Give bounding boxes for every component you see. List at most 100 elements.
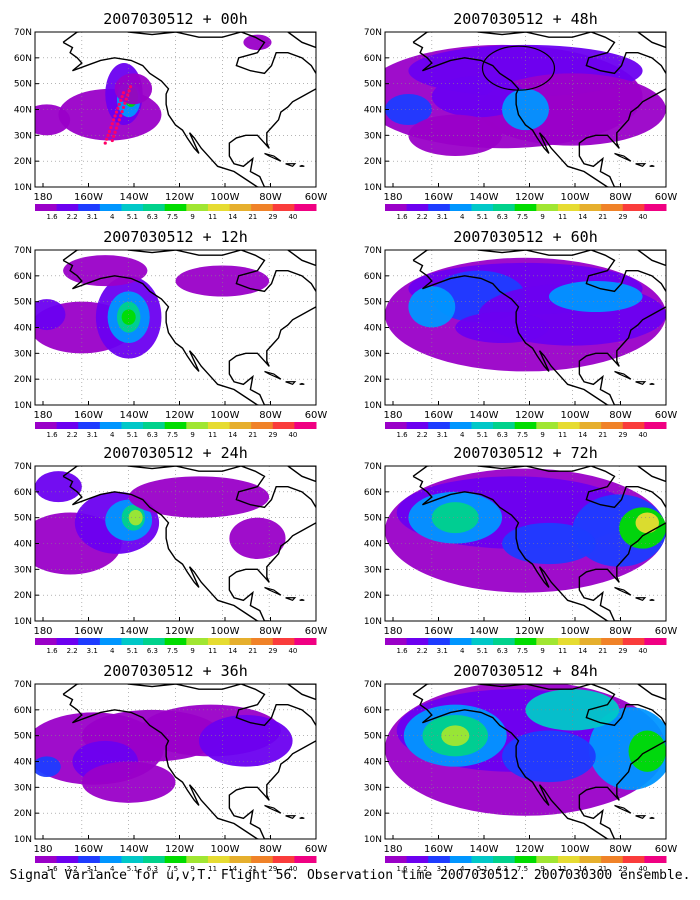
colorbar-swatch (385, 638, 408, 645)
colorbar-label: 21 (248, 213, 257, 221)
lon-label: 180 (33, 410, 52, 421)
colorbar-swatch (251, 204, 274, 211)
colorbar-label: 21 (598, 431, 607, 439)
colorbar-swatch (385, 422, 408, 429)
colorbar-swatch (601, 856, 624, 863)
lat-label: 20N (14, 375, 32, 385)
colorbar-label: 3.1 (437, 213, 448, 221)
map-area (385, 466, 666, 621)
flight-track-point (116, 106, 120, 110)
variance-shading (198, 715, 293, 767)
lat-label: 20N (14, 591, 32, 601)
lon-label: 180 (33, 626, 52, 637)
colorbar-swatch (35, 204, 58, 211)
island-outline (649, 598, 655, 601)
island-outline (649, 816, 655, 819)
coastline (287, 466, 316, 483)
lon-label: 160W (74, 844, 103, 855)
coastline (62, 466, 316, 621)
lat-label: 40N (14, 758, 32, 768)
colorbar-swatch (99, 422, 122, 429)
panel-title: 2007030512 + 60h (453, 228, 598, 246)
colorbar-swatch (251, 422, 274, 429)
colorbar-swatch (207, 204, 231, 211)
lat-label: 70N (364, 28, 382, 38)
variance-shading (128, 476, 270, 518)
colorbar-swatch (471, 856, 494, 863)
colorbar-label: 40 (638, 647, 647, 655)
lat-label: 20N (14, 157, 32, 167)
island-outline (264, 586, 282, 596)
colorbar-swatch (493, 856, 516, 863)
lat-label: 10N (364, 183, 382, 193)
colorbar-label: 6.3 (497, 647, 508, 655)
variance-shading (441, 725, 470, 746)
colorbar-swatch (186, 422, 209, 429)
colorbar-label: 21 (598, 213, 607, 221)
colorbar-label: 2.2 (417, 431, 428, 439)
colorbar-swatch (449, 638, 472, 645)
colorbar-label: 29 (268, 647, 277, 655)
colorbar-swatch (622, 422, 645, 429)
lon-label: 120W (515, 192, 544, 203)
colorbar-swatch (78, 856, 101, 863)
coastline (412, 466, 666, 621)
colorbar-label: 5.1 (477, 213, 488, 221)
island-outline (649, 382, 655, 385)
colorbar-swatch (579, 638, 602, 645)
lon-label: 60W (305, 192, 328, 203)
variance-shading (114, 73, 153, 105)
lat-label: 60N (364, 272, 382, 282)
lat-label: 50N (14, 732, 32, 742)
colorbar-label: 4 (460, 431, 465, 439)
colorbar-label: 14 (578, 865, 587, 873)
variance-shading (243, 34, 272, 51)
lon-label: 180 (383, 844, 402, 855)
lat-label: 50N (364, 514, 382, 524)
colorbar-swatch (251, 856, 274, 863)
colorbar-swatch (121, 204, 144, 211)
lon-label: 140W (470, 626, 499, 637)
colorbar-label: 1.6 (47, 431, 59, 439)
colorbar-swatch (579, 204, 602, 211)
lon-label: 60W (305, 626, 328, 637)
colorbar-swatch (294, 204, 317, 211)
colorbar-swatch (449, 422, 472, 429)
flight-track-point (121, 105, 126, 110)
variance-shading (525, 689, 620, 731)
colorbar-label: 7.5 (517, 431, 528, 439)
colorbar-swatch (601, 422, 624, 429)
colorbar-swatch (229, 204, 252, 211)
colorbar-swatch (622, 638, 645, 645)
colorbar-swatch (294, 638, 317, 645)
colorbar-swatch (164, 856, 187, 863)
colorbar-swatch (121, 422, 144, 429)
lon-label: 180 (383, 626, 402, 637)
colorbar-swatch (406, 422, 429, 429)
lon-label: 160W (424, 410, 453, 421)
variance-shading (455, 312, 549, 343)
colorbar-swatch (143, 638, 166, 645)
colorbar-swatch (272, 856, 295, 863)
colorbar-swatch (164, 638, 187, 645)
flight-track-point (110, 122, 114, 126)
colorbar-swatch (229, 422, 252, 429)
flight-track-point (128, 85, 133, 89)
map-panel: 2007030512 + 00h 70N 60N 50N 40N 30N 20N 10N180… (14, 10, 328, 221)
island-outline (614, 804, 632, 814)
lon-label: 140W (120, 192, 149, 203)
coastline (287, 250, 316, 267)
island-outline (299, 164, 305, 167)
lon-label: 100W (211, 410, 240, 421)
island-outline (264, 152, 282, 162)
lon-label: 80W (259, 844, 282, 855)
flight-track-point (109, 125, 113, 130)
panel-title: 2007030512 + 00h (103, 10, 248, 28)
island-outline (635, 597, 647, 602)
colorbar-label: 2.2 (67, 647, 78, 655)
flight-track-point (120, 109, 124, 114)
colorbar-swatch (164, 422, 187, 429)
colorbar-label: 29 (618, 431, 627, 439)
map-panel: 2007030512 + 60h 70N 60N 50N 40N 30N 20N 10N180… (364, 228, 678, 439)
variance-shading (35, 104, 71, 136)
